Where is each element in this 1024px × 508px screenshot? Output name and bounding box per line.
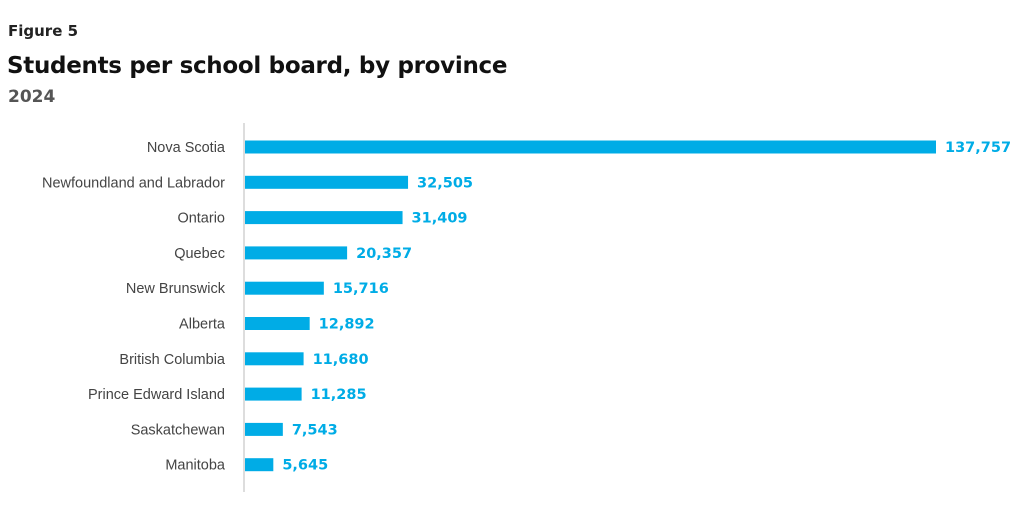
category-label: British Columbia	[119, 352, 225, 368]
value-label: 31,409	[412, 211, 468, 227]
value-label: 11,680	[313, 352, 369, 368]
bar	[245, 387, 302, 401]
bar	[245, 352, 304, 366]
figure-label: Figure 5	[8, 22, 79, 40]
value-label: 12,892	[319, 317, 375, 333]
bar	[245, 422, 283, 436]
bar	[245, 317, 310, 330]
value-label: 7,543	[292, 422, 338, 438]
category-label: Alberta	[179, 317, 226, 333]
value-label: 11,285	[311, 387, 367, 403]
category-label: Saskatchewan	[131, 422, 225, 438]
value-label: 20,357	[356, 246, 412, 262]
chart-title: Students per school board, by province	[7, 53, 508, 79]
bar	[245, 281, 324, 295]
bar	[245, 211, 403, 225]
category-label: Ontario	[177, 211, 225, 227]
category-label: Manitoba	[165, 458, 226, 474]
value-label: 137,757	[945, 140, 1011, 156]
chart-subtitle: 2024	[8, 87, 56, 107]
bar	[245, 175, 409, 189]
bar	[245, 458, 274, 472]
value-label: 5,645	[282, 458, 328, 474]
category-label: Quebec	[174, 246, 225, 262]
value-label: 15,716	[333, 281, 389, 297]
bar	[245, 140, 936, 154]
category-label: New Brunswick	[126, 281, 226, 297]
value-label: 32,505	[417, 175, 473, 191]
category-label: Newfoundland and Labrador	[42, 175, 225, 191]
category-label: Nova Scotia	[147, 140, 226, 156]
bar	[245, 246, 348, 260]
category-label: Prince Edward Island	[88, 387, 225, 403]
